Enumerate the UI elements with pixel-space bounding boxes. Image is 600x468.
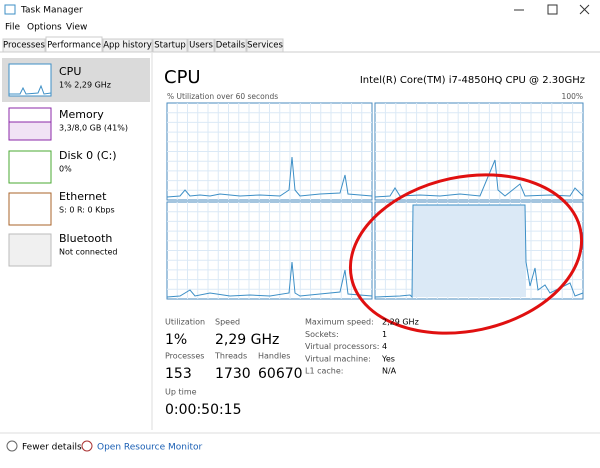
tab[interactable]: [246, 38, 284, 53]
spec-label: Sockets:: [305, 330, 339, 339]
stat-value: 0:00:50:15: [165, 402, 242, 418]
cpu-title: CPU: [164, 67, 201, 88]
device-detail[interactable]: 0%: [59, 165, 72, 174]
thumbnails: [8, 63, 52, 267]
stat-label: Utilization: [165, 318, 205, 327]
stat-value: 60670: [258, 366, 303, 382]
spec-label: Virtual machine:: [305, 354, 371, 363]
tab-label[interactable]: Startup: [154, 41, 186, 51]
collapse-icon[interactable]: [6, 440, 18, 452]
fewer-details[interactable]: Fewer details: [22, 443, 82, 453]
menu-item[interactable]: File: [5, 23, 21, 33]
spec-value: 2,29 GHz: [382, 318, 419, 327]
spec-value: 1: [382, 330, 387, 339]
stat-label: Speed: [215, 318, 240, 327]
window-title: Task Manager: [20, 6, 83, 16]
tab[interactable]: [187, 38, 215, 53]
app-icon: [4, 4, 16, 15]
tab[interactable]: [2, 38, 46, 53]
tab-label[interactable]: Users: [189, 41, 213, 51]
tab[interactable]: [102, 38, 153, 53]
core-graph: [374, 204, 584, 299]
menu-item[interactable]: Options: [27, 23, 62, 33]
device-name[interactable]: Ethernet: [59, 190, 107, 203]
tab-label[interactable]: Services: [247, 41, 283, 51]
device-name[interactable]: CPU: [59, 65, 81, 78]
monitor-icon[interactable]: [81, 440, 93, 452]
device-detail[interactable]: Not connected: [59, 248, 117, 257]
stat-label: Processes: [165, 352, 204, 361]
stat-value: 1%: [165, 332, 187, 348]
graph-max: 100%: [562, 92, 583, 101]
resource-monitor-link[interactable]: Open Resource Monitor: [97, 443, 203, 453]
tab[interactable]: [152, 38, 188, 53]
tab-label[interactable]: Details: [216, 41, 246, 51]
window-controls[interactable]: [514, 4, 590, 15]
load-area: [412, 205, 526, 297]
core-graph: [166, 261, 373, 298]
spec-label: Maximum speed:: [305, 318, 374, 327]
device-detail[interactable]: 1% 2,29 GHz: [59, 81, 111, 90]
device-name[interactable]: Disk 0 (C:): [59, 149, 117, 162]
spec-value: Yes: [381, 354, 395, 363]
stat-label: Up time: [165, 388, 197, 397]
graph-label: % Utilization over 60 seconds: [167, 92, 278, 101]
tab-label[interactable]: Performance: [47, 41, 101, 51]
stat-value: 153: [165, 366, 192, 382]
tab[interactable]: [214, 38, 247, 53]
stat-label: Threads: [214, 352, 247, 361]
tab-label[interactable]: Processes: [3, 41, 45, 51]
stat-value: 2,29 GHz: [215, 332, 279, 348]
processor-name: Intel(R) Core(TM) i7-4850HQ CPU @ 2.30GH…: [360, 75, 585, 86]
spec-value: 4: [382, 342, 387, 351]
menu-item[interactable]: View: [66, 23, 87, 33]
device-name[interactable]: Bluetooth: [59, 232, 112, 245]
tab[interactable]: [45, 36, 103, 53]
annotation-circle: [348, 173, 584, 335]
spec-label: L1 cache:: [305, 367, 343, 376]
tab-label[interactable]: App history: [103, 41, 152, 51]
device-detail[interactable]: 3,3/8,0 GB (41%): [59, 124, 128, 133]
stat-value: 1730: [215, 366, 251, 382]
core-graph: [166, 156, 373, 198]
stat-label: Handles: [258, 352, 290, 361]
device-detail[interactable]: S: 0 R: 0 Kbps: [59, 206, 115, 215]
spec-label: Virtual processors:: [305, 342, 379, 351]
spec-value: N/A: [382, 367, 397, 376]
device-name[interactable]: Memory: [59, 108, 104, 121]
